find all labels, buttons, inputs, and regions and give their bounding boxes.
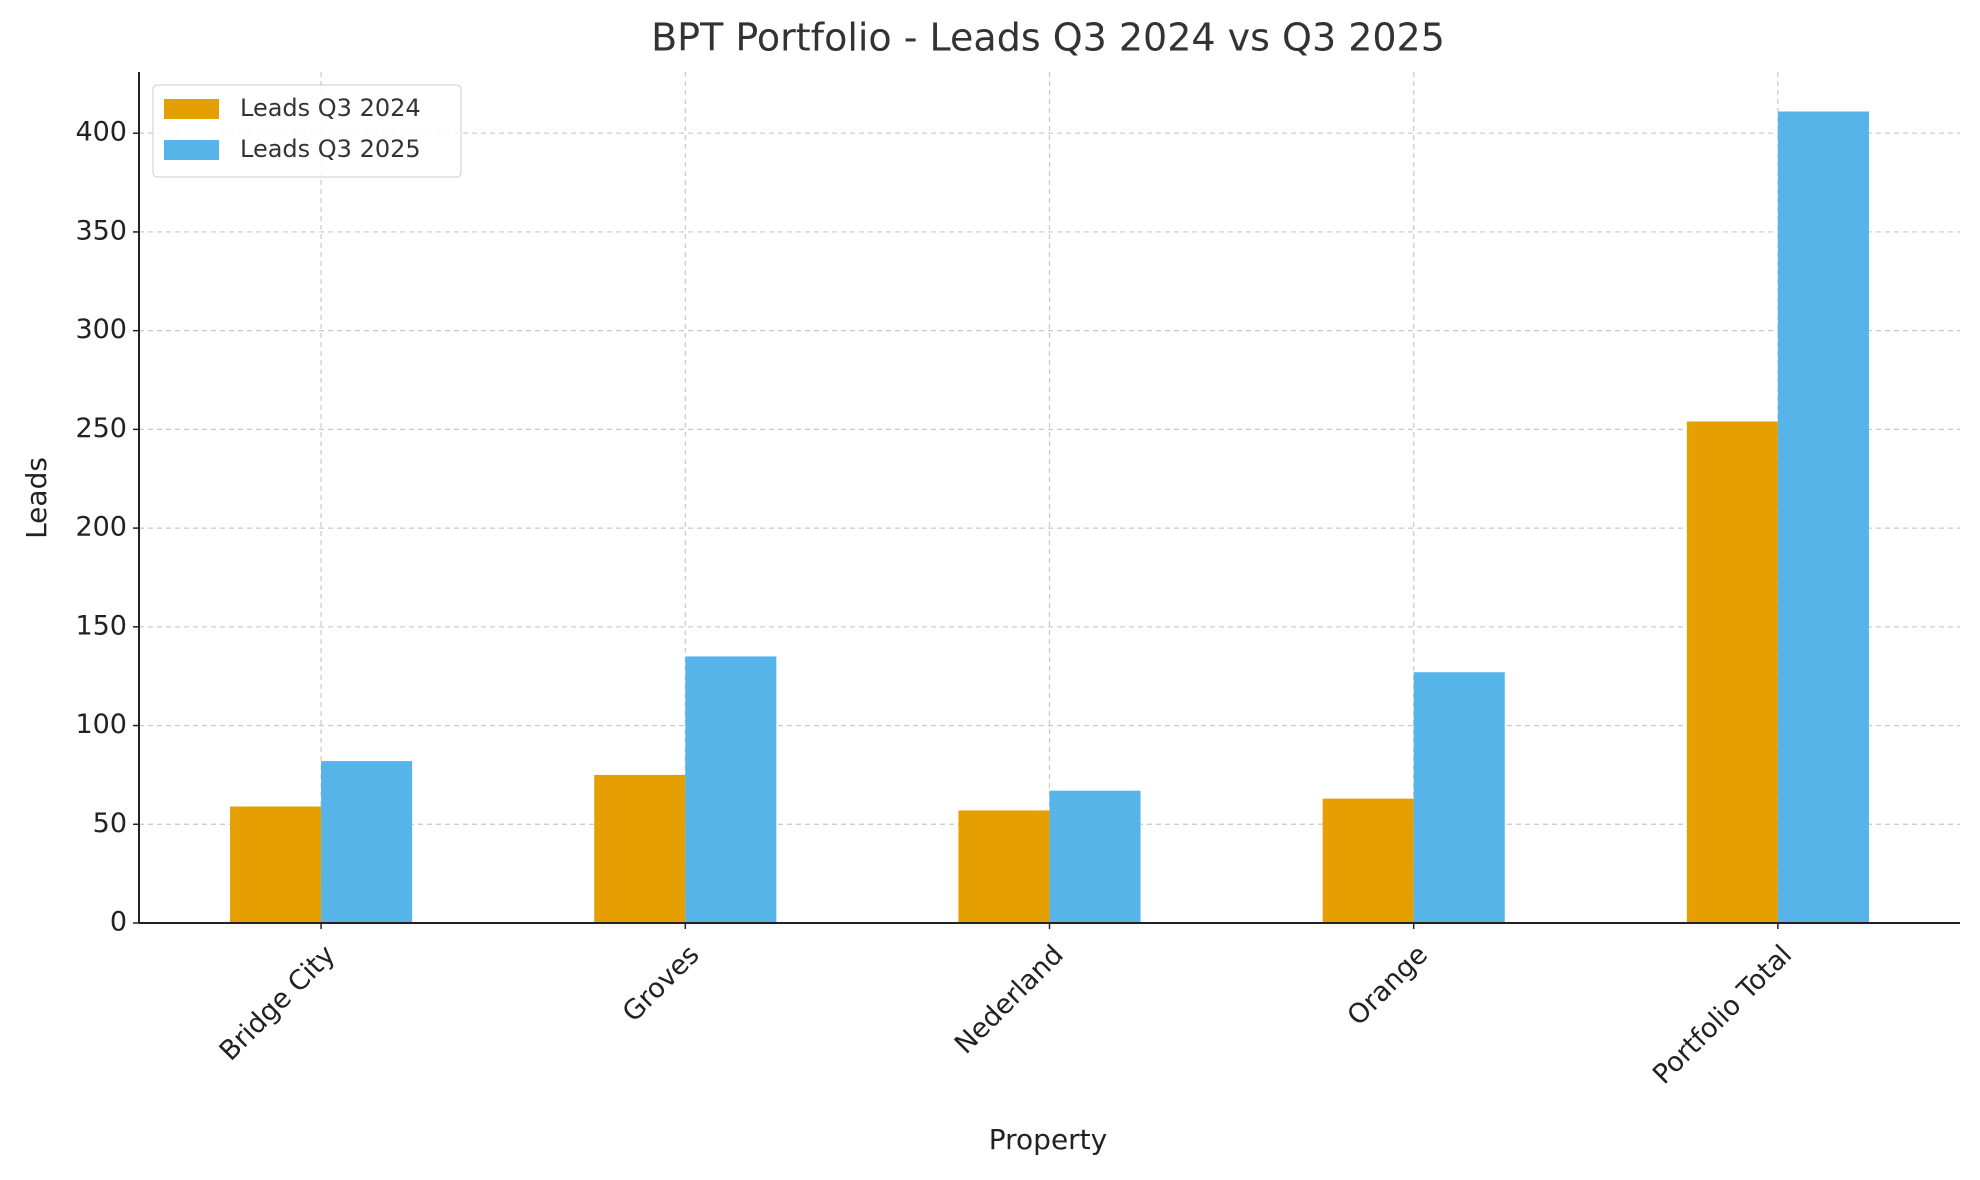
y-tick-label: 50 xyxy=(93,808,127,839)
bar xyxy=(958,810,1050,923)
legend-box xyxy=(152,84,462,178)
legend-swatch xyxy=(164,99,219,119)
bar xyxy=(685,656,777,923)
legend-label: Leads Q3 2025 xyxy=(240,135,421,163)
x-tick-label: Bridge City xyxy=(214,939,342,1067)
legend: Leads Q3 2024 Leads Q3 2025 xyxy=(152,84,462,178)
bar xyxy=(1322,798,1414,923)
legend-label: Leads Q3 2024 xyxy=(240,94,421,122)
x-tick-label: Orange xyxy=(1341,939,1433,1031)
bar xyxy=(230,806,322,923)
x-axis-label: Property xyxy=(989,1123,1107,1156)
y-tick-label: 350 xyxy=(75,215,127,246)
y-tick-label: 300 xyxy=(75,314,127,345)
y-tick-label: 0 xyxy=(110,907,127,938)
bar xyxy=(1413,672,1505,923)
y-tick-label: 200 xyxy=(75,512,127,543)
y-tick-label: 150 xyxy=(75,610,127,641)
bar xyxy=(1049,790,1141,923)
bar xyxy=(1686,421,1778,923)
x-tick-label: Groves xyxy=(617,939,706,1028)
y-tick-label: 250 xyxy=(75,413,127,444)
bar xyxy=(1777,111,1869,923)
x-tick-label: Nederland xyxy=(949,939,1070,1060)
y-tick-label: 400 xyxy=(75,117,127,148)
legend-swatch xyxy=(164,140,219,160)
bar xyxy=(321,761,413,923)
y-axis-label: Leads xyxy=(20,457,53,539)
x-tick-label: Portfolio Total xyxy=(1647,939,1798,1090)
chart-title: BPT Portfolio - Leads Q3 2024 vs Q3 2025 xyxy=(651,16,1445,60)
bar xyxy=(594,774,686,923)
y-tick-label: 100 xyxy=(75,709,127,740)
